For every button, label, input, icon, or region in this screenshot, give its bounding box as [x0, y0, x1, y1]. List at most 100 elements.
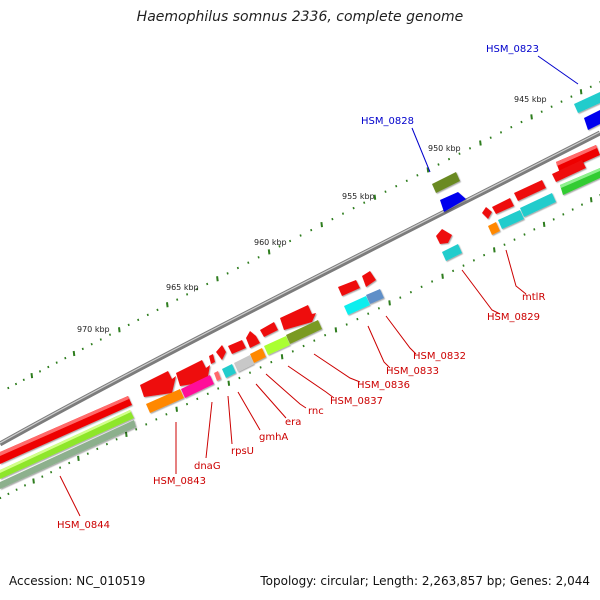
major-tick [334, 327, 338, 333]
minor-tick [206, 392, 209, 396]
major-tick [373, 194, 377, 200]
minor-tick [409, 290, 412, 294]
minor-tick [331, 217, 334, 221]
minor-tick [291, 350, 294, 353]
minor-tick [458, 152, 461, 155]
minor-tick [313, 339, 316, 342]
minor-tick [257, 256, 260, 259]
minor-tick [38, 370, 42, 373]
gene-feature [146, 389, 184, 413]
minor-tick [540, 110, 543, 113]
minor-tick [367, 312, 370, 315]
minor-tick [560, 100, 563, 103]
minor-tick [377, 307, 380, 310]
minor-tick [523, 233, 526, 236]
gene-label-hsm0833: HSM_0833 [386, 366, 439, 377]
major-tick [479, 140, 482, 146]
leader-line [205, 401, 213, 459]
gene-feature [280, 305, 316, 330]
gene-label-hsm0828: HSM_0828 [361, 116, 414, 127]
minor-tick [127, 323, 130, 327]
minor-tick [226, 272, 229, 275]
inner-track-grey-green [0, 420, 136, 489]
major-tick [441, 273, 444, 279]
minor-tick [299, 234, 302, 237]
gene-feature [488, 222, 500, 235]
inner-track-green [0, 410, 134, 479]
minor-tick [571, 208, 574, 211]
gene-label-hsm0837: HSM_0837 [330, 396, 383, 407]
major-tick [320, 221, 323, 228]
minor-tick [55, 361, 58, 364]
major-tick [227, 380, 231, 386]
major-tick [175, 406, 178, 412]
leader-line [411, 127, 431, 173]
minor-tick [146, 313, 149, 317]
gene-feature [574, 92, 600, 113]
minor-tick [289, 239, 292, 243]
right-track-green [560, 168, 600, 195]
gene-feature [498, 210, 524, 229]
minor-tick [86, 452, 89, 455]
gene-feature [520, 193, 556, 217]
gene-label-hsm0823: HSM_0823 [486, 44, 539, 55]
minor-tick [384, 190, 387, 193]
gene-feature [214, 371, 221, 381]
minor-tick [50, 470, 53, 474]
minor-tick [324, 333, 327, 337]
minor-tick [489, 136, 492, 139]
right-track-red [556, 145, 600, 173]
major-tick [77, 455, 80, 462]
major-tick [72, 350, 76, 357]
gene-label-rnc: rnc [308, 406, 324, 417]
gene-label-mtlr: mtlR [522, 292, 545, 303]
accession-text: Accession: NC_010519 [9, 574, 146, 588]
minor-tick [302, 344, 305, 348]
gene-feature [362, 271, 376, 287]
minor-tick [533, 228, 536, 231]
minor-tick [589, 85, 592, 89]
kbp-label-950: 950 kbp [428, 144, 461, 153]
minor-tick [520, 120, 523, 124]
leader-line [59, 475, 81, 517]
gene-feature [140, 371, 176, 397]
minor-tick [399, 296, 402, 299]
major-tick [216, 276, 219, 282]
minor-tick [185, 402, 189, 406]
kbp-label-970: 970 kbp [77, 325, 110, 334]
gene-feature [338, 280, 360, 296]
minor-tick [259, 366, 262, 369]
gene-feature [181, 375, 214, 398]
minor-tick [278, 245, 281, 248]
kbp-label-965: 965 kbp [166, 283, 199, 292]
gene-label-hsm0836: HSM_0836 [357, 380, 410, 391]
gene-feature [514, 180, 546, 201]
minor-tick [115, 438, 118, 441]
minor-tick [356, 317, 359, 321]
gene-feature [216, 345, 226, 360]
minor-tick [81, 347, 84, 351]
minor-tick [352, 206, 355, 210]
minor-tick [99, 338, 102, 341]
minor-tick [405, 179, 408, 183]
minor-tick [345, 323, 348, 326]
gene-feature [286, 320, 322, 344]
major-tick [30, 372, 34, 379]
minor-tick [108, 333, 112, 336]
minor-tick [472, 259, 475, 262]
gene-feature [209, 354, 215, 364]
minor-tick [238, 376, 241, 380]
major-tick [280, 354, 284, 360]
minor-tick [47, 365, 50, 369]
kbp-label-945: 945 kbp [514, 95, 547, 104]
gene-feature [228, 340, 246, 354]
minor-tick [59, 466, 62, 469]
gene-feature [222, 364, 236, 378]
minor-tick [68, 461, 71, 465]
minor-tick [236, 266, 239, 270]
minor-tick [483, 253, 486, 257]
minor-tick [145, 423, 148, 426]
minor-tick [247, 261, 250, 264]
gene-feature [246, 331, 260, 348]
